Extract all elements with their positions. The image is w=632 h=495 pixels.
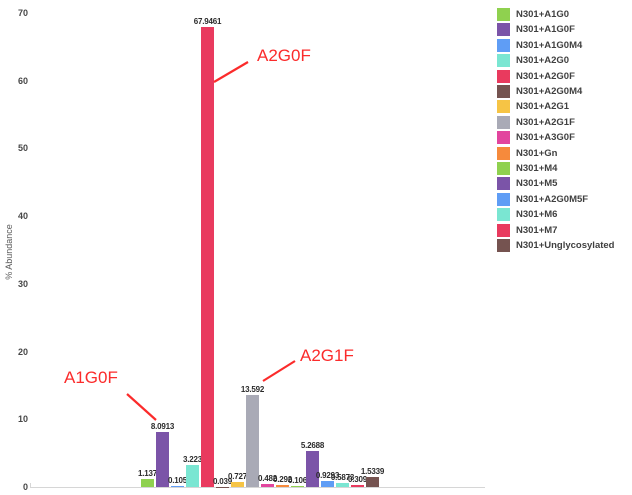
bar bbox=[306, 451, 319, 487]
x-axis-line bbox=[30, 487, 485, 488]
legend-swatch bbox=[497, 115, 510, 129]
bar bbox=[261, 483, 274, 487]
legend-swatch bbox=[497, 223, 510, 237]
legend-label: N301+M6 bbox=[516, 209, 558, 221]
bar bbox=[156, 432, 169, 487]
bar bbox=[186, 465, 199, 487]
legend-item: N301+A3G0F bbox=[497, 131, 575, 145]
legend-label: N301+A1G0 bbox=[516, 9, 570, 20]
legend-item: N301+A2G0 bbox=[497, 54, 570, 68]
legend-label: N301+Unglycosylated bbox=[516, 240, 615, 251]
legend-item: N301+A1G0F bbox=[497, 23, 575, 37]
annotation-label: A2G1F bbox=[300, 346, 354, 365]
bar-value-label: 0.105 bbox=[167, 476, 188, 486]
legend-swatch bbox=[497, 131, 510, 145]
legend-item: N301+M5 bbox=[497, 177, 558, 191]
bar-value-label: 3.223 bbox=[182, 455, 203, 465]
legend-label: N301+Gn bbox=[516, 147, 558, 159]
legend-label: N301+A3G0F bbox=[516, 132, 575, 144]
legend-swatch bbox=[497, 208, 510, 222]
bar-value-label: 0.039 bbox=[212, 476, 233, 486]
bar bbox=[171, 486, 184, 487]
legend-item: N301+M6 bbox=[497, 208, 558, 222]
y-tick-label: 40 bbox=[17, 211, 28, 222]
legend-item: N301+A2G0M4 bbox=[497, 85, 582, 98]
y-tick-label: 50 bbox=[17, 143, 28, 154]
bar bbox=[366, 476, 379, 487]
legend-item: N301+M4 bbox=[497, 162, 557, 175]
bar-value-label: 0.482 bbox=[257, 473, 278, 483]
bar bbox=[201, 26, 214, 487]
bar bbox=[231, 482, 244, 487]
legend-item: N301+M7 bbox=[497, 223, 558, 237]
legend-item: N301+A1G0M4 bbox=[497, 38, 583, 52]
annotation-label: A1G0F bbox=[64, 368, 118, 387]
legend-swatch bbox=[497, 192, 510, 206]
bar-value-label: 8.0913 bbox=[150, 422, 175, 432]
legend-label: N301+M4 bbox=[516, 163, 558, 174]
bar bbox=[321, 480, 334, 487]
legend-label: N301+A2G0M5F bbox=[516, 193, 589, 205]
bar bbox=[246, 394, 259, 487]
legend-swatch bbox=[497, 146, 510, 160]
legend-label: N301+A2G0 bbox=[516, 55, 570, 67]
legend-item: N301+A2G0F bbox=[497, 69, 575, 83]
bar bbox=[291, 486, 304, 487]
annotation-line bbox=[262, 360, 296, 382]
legend-swatch bbox=[497, 162, 510, 175]
bar bbox=[216, 486, 229, 487]
legend-item: N301+A1G0 bbox=[497, 8, 569, 21]
legend-swatch bbox=[497, 100, 510, 114]
y-tick-label: 30 bbox=[17, 278, 28, 289]
bar bbox=[276, 485, 289, 487]
y-tick-label: 20 bbox=[17, 346, 28, 357]
legend-label: N301+A2G1 bbox=[516, 101, 570, 113]
bar-value-label: 0.292 bbox=[272, 475, 293, 485]
bar-value-label: 0.727 bbox=[227, 472, 248, 482]
legend-label: N301+A2G0M4 bbox=[516, 86, 583, 97]
legend-item: N301+A2G1F bbox=[497, 115, 575, 129]
y-tick-label: 0 bbox=[22, 482, 28, 492]
bar-value-label: 1.137 bbox=[137, 469, 158, 479]
legend-swatch bbox=[497, 54, 510, 68]
legend-swatch bbox=[497, 8, 510, 21]
legend-swatch bbox=[497, 239, 510, 252]
y-tick-label: 70 bbox=[17, 8, 28, 18]
bar-value-label: 67.9461 bbox=[193, 16, 222, 26]
legend-label: N301+A1G0M4 bbox=[516, 39, 583, 51]
bar bbox=[336, 483, 349, 487]
bar bbox=[351, 484, 364, 487]
legend-label: N301+A2G1F bbox=[516, 116, 575, 128]
legend-label: N301+M5 bbox=[516, 178, 558, 190]
bar-value-label: 0.106 bbox=[287, 476, 308, 486]
bar-value-label: 0.309 bbox=[347, 474, 368, 484]
legend-swatch bbox=[497, 23, 510, 37]
annotation-label: A2G0F bbox=[257, 46, 311, 65]
legend-label: N301+M7 bbox=[516, 224, 558, 236]
y-tick-label: 10 bbox=[17, 414, 28, 425]
legend-item: N301+Gn bbox=[497, 146, 558, 160]
legend-label: N301+A1G0F bbox=[516, 24, 575, 36]
legend-swatch bbox=[497, 85, 510, 98]
legend-swatch bbox=[497, 69, 510, 83]
annotation-line bbox=[126, 393, 157, 421]
legend-item: N301+A2G1 bbox=[497, 100, 570, 114]
bar bbox=[141, 479, 154, 487]
bar-value-label: 0.9293 bbox=[315, 470, 340, 480]
bar-value-label: 13.592 bbox=[240, 384, 265, 394]
legend-swatch bbox=[497, 177, 510, 191]
legend-item: N301+A2G0M5F bbox=[497, 192, 589, 206]
y-tick-label: 60 bbox=[17, 75, 28, 86]
legend-label: N301+A2G0F bbox=[516, 70, 575, 82]
bar-value-label: 1.5339 bbox=[360, 466, 385, 476]
bar-value-label: 5.2688 bbox=[300, 441, 325, 451]
annotation-line bbox=[213, 61, 249, 83]
legend-swatch bbox=[497, 38, 510, 52]
x-axis-tick bbox=[30, 483, 31, 488]
bar-value-label: 0.5873 bbox=[330, 473, 355, 483]
legend-item: N301+Unglycosylated bbox=[497, 239, 614, 252]
